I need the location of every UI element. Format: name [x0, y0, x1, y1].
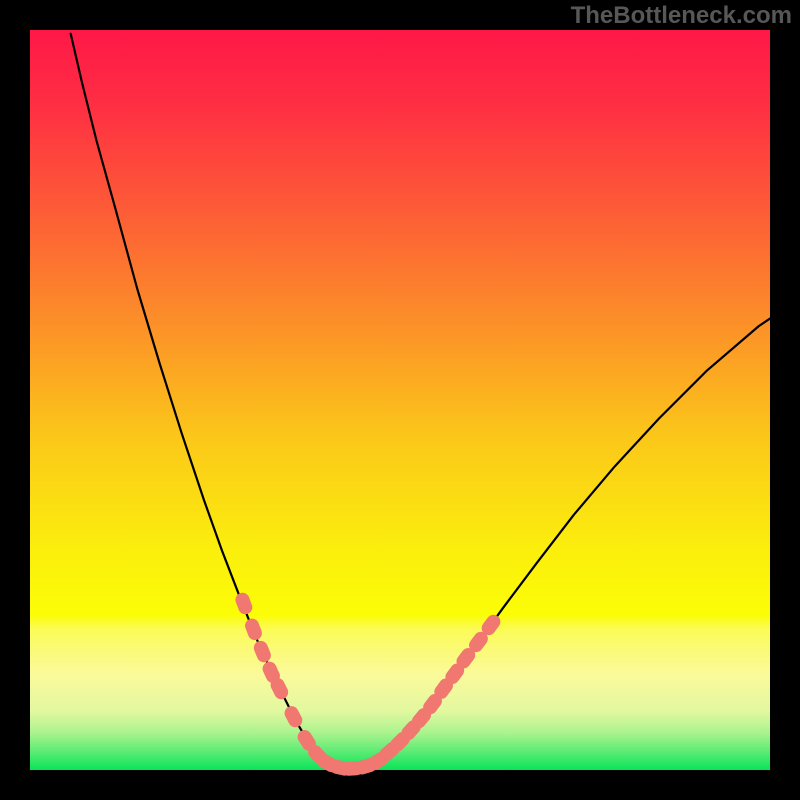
bottleneck-curve-chart — [0, 0, 800, 800]
watermark-text: TheBottleneck.com — [571, 2, 792, 30]
plot-gradient-background — [30, 30, 770, 770]
chart-container: TheBottleneck.com — [0, 0, 800, 800]
